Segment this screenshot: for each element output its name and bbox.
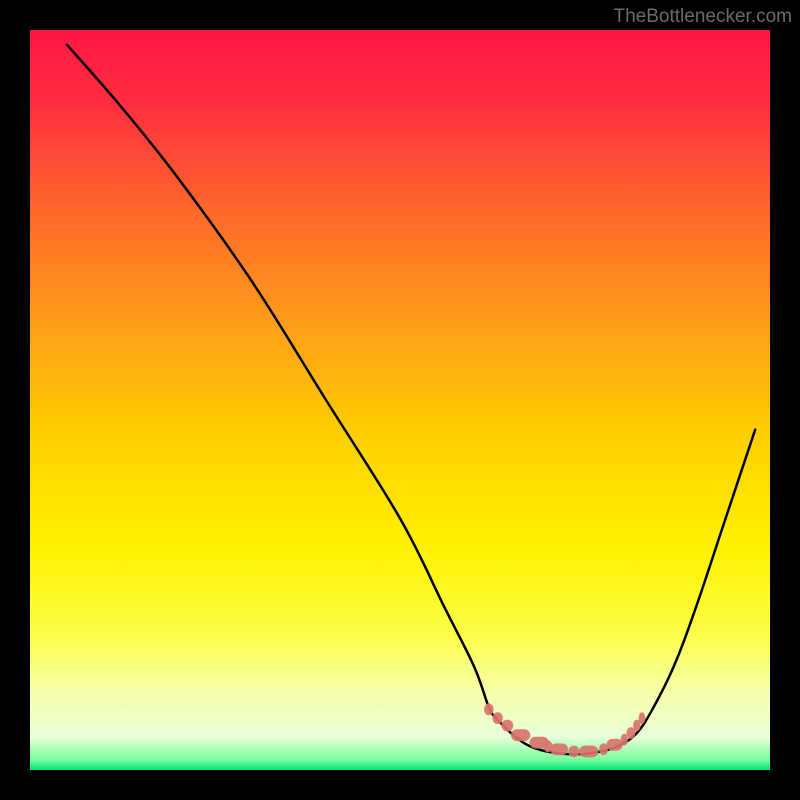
curve-marker bbox=[579, 746, 598, 758]
curve-marker bbox=[501, 720, 513, 732]
curve-marker bbox=[484, 703, 494, 715]
curve-marker bbox=[606, 739, 622, 751]
watermark-text: TheBottlenecker.com bbox=[614, 6, 792, 28]
gradient-background bbox=[30, 30, 770, 770]
curve-marker bbox=[550, 743, 568, 755]
plot-area bbox=[30, 30, 770, 770]
curve-marker bbox=[621, 734, 628, 746]
curve-marker bbox=[639, 712, 646, 724]
curve-marker bbox=[511, 729, 530, 741]
curve-marker bbox=[493, 712, 503, 724]
curve-marker bbox=[568, 746, 579, 758]
chart-svg bbox=[30, 30, 770, 770]
